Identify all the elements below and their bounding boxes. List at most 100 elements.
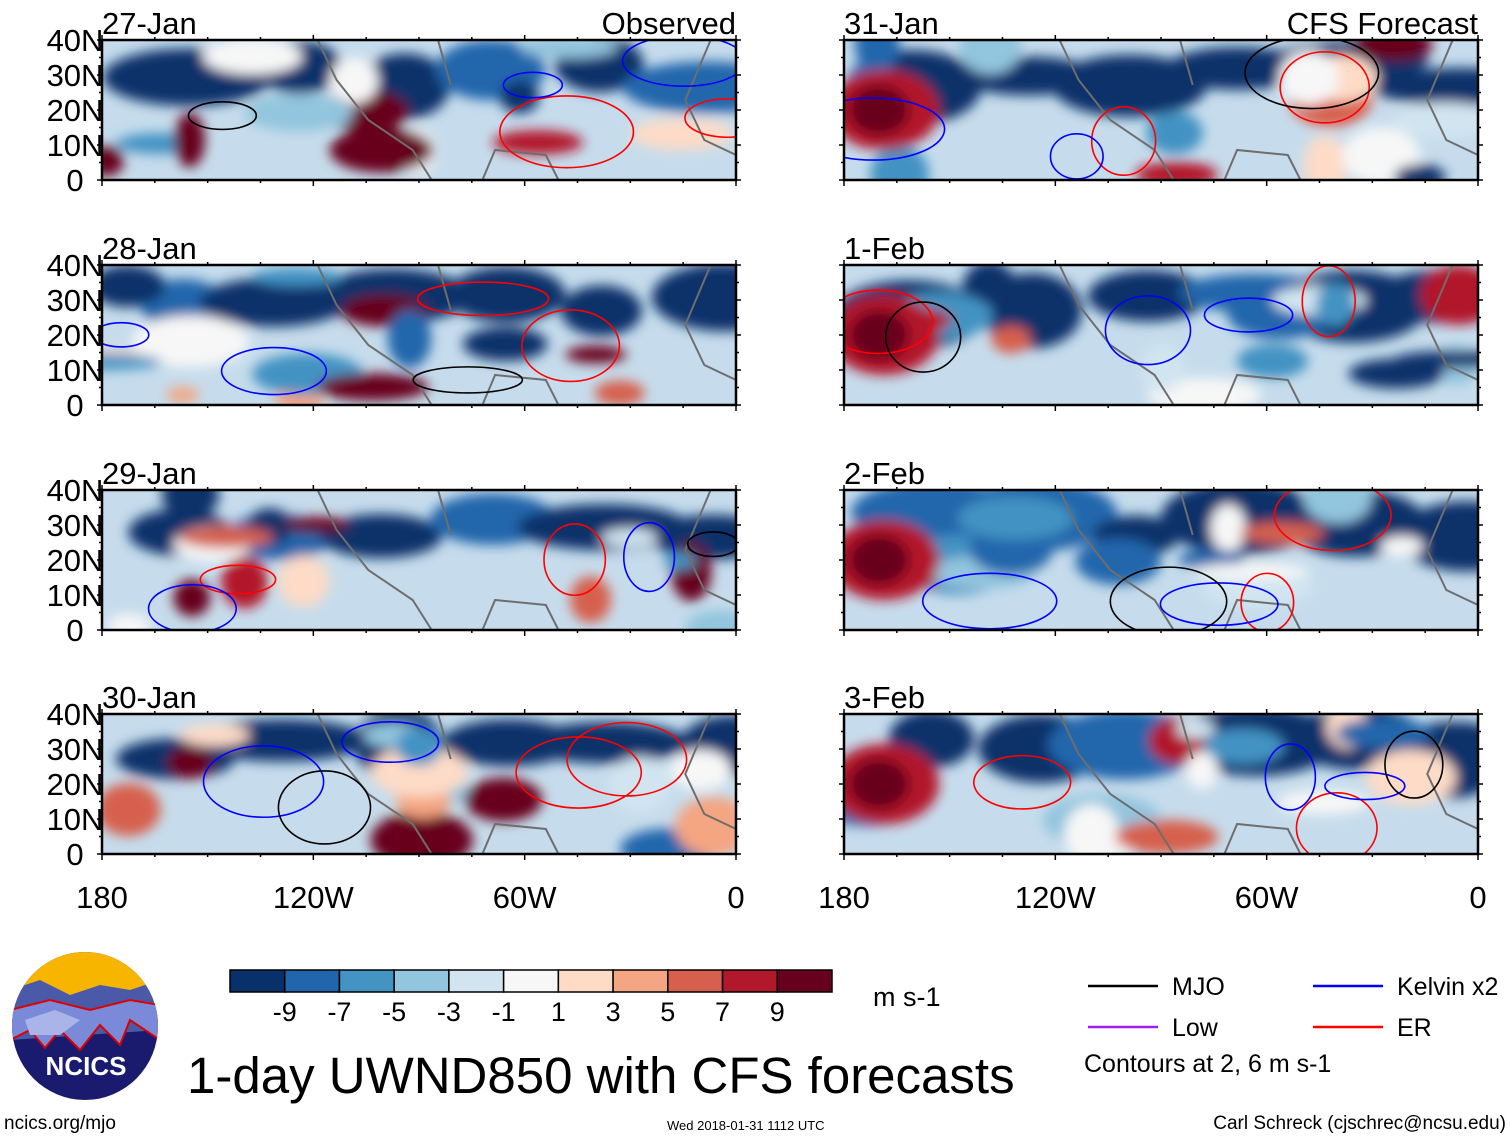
contour-line: [202, 744, 325, 819]
lon-tick-label: 180: [818, 880, 870, 915]
lat-tick-label: 40N: [47, 23, 104, 58]
wind-field: [844, 714, 1478, 854]
contour-line: [1109, 566, 1228, 630]
lon-tick-label: 120W: [1015, 880, 1097, 915]
colorbar-label: -9: [273, 997, 297, 1027]
contour-line: [521, 309, 621, 383]
contour-line: [1104, 295, 1192, 366]
colorbar-swatch: [393, 969, 450, 993]
contour-line: [972, 754, 1072, 810]
lat-tick-label: 30N: [47, 58, 104, 93]
contour-line: [220, 346, 328, 396]
lat-tick-label: 20N: [47, 767, 104, 802]
contour-line: [1240, 572, 1295, 630]
contour-line: [884, 301, 962, 373]
colorbar-swatch: [667, 969, 724, 993]
contour-line: [844, 97, 946, 161]
colorbar-label: 5: [660, 997, 675, 1027]
colorbar-label: 9: [770, 997, 785, 1027]
chart-title: 1-day UWND850 with CFS forecasts: [187, 1047, 1015, 1104]
wind-field: [102, 40, 736, 180]
colorbar-swatch: [721, 969, 779, 993]
map-panel-2-Feb: 2-Feb: [839, 456, 1483, 636]
contour-line: [499, 95, 635, 169]
lon-tick-label: 120W: [273, 880, 355, 915]
colorbar-units: m s-1: [873, 982, 941, 1012]
contour-line: [1295, 791, 1378, 854]
map-panel-3-Feb: 3-Feb 180 120W 60W 0: [818, 680, 1486, 915]
colorbar-swatch: [502, 969, 560, 993]
contour-line: [147, 583, 237, 630]
colorbar-label: 1: [551, 997, 566, 1027]
contour-line: [502, 71, 564, 99]
contour-line: [515, 736, 643, 809]
contour-line: [621, 40, 736, 88]
panel-source-label: Observed: [602, 6, 736, 41]
lat-tick-label: 30N: [47, 283, 104, 318]
colorbar-swatch: [338, 969, 395, 993]
lat-tick-label: 40N: [47, 248, 104, 283]
contour-line: [1273, 490, 1392, 552]
contour-line: [199, 564, 277, 595]
contour-line: [1244, 40, 1380, 110]
contour-line: [684, 98, 736, 139]
colorbar-swatch: [776, 969, 833, 993]
contour-line: [102, 321, 150, 348]
panel-date: 3-Feb: [844, 680, 925, 715]
wind-field: [102, 490, 736, 630]
panel-date: 30-Jan: [102, 680, 197, 715]
legend: MJO Kelvin x2 Low ER: [1088, 973, 1498, 1042]
lat-tick-label: 0: [66, 613, 83, 648]
contour-line: [1203, 297, 1294, 333]
svg-text:NCICS: NCICS: [46, 1051, 127, 1081]
lon-tick-label: 0: [1469, 880, 1486, 915]
contour-line: [1384, 730, 1444, 799]
legend-label: ER: [1397, 1014, 1432, 1042]
legend-note: Contours at 2, 6 m s-1: [1084, 1050, 1332, 1078]
contour-line: [1324, 771, 1406, 801]
wind-field: [102, 714, 736, 854]
lat-tick-label: 0: [66, 388, 83, 423]
panel-date: 31-Jan: [844, 6, 939, 41]
lat-tick-label: 40N: [47, 473, 104, 508]
contour-line: [844, 289, 934, 355]
panel-date: 27-Jan: [102, 6, 197, 41]
lat-tick-label: 10N: [47, 128, 104, 163]
colorbar-swatch: [557, 969, 614, 993]
footer-timestamp: Wed 2018-01-31 1112 UTC: [667, 1118, 825, 1133]
contour-line: [1159, 582, 1279, 627]
ncics-logo: NCICS: [12, 952, 158, 1100]
lat-tick-label: 20N: [47, 318, 104, 353]
colorbar-swatch: [448, 969, 505, 993]
lat-tick-label: 30N: [47, 508, 104, 543]
colorbar-label: -5: [382, 997, 406, 1027]
lat-tick-label: 0: [66, 837, 83, 872]
contour-line: [1279, 51, 1371, 124]
colorbar-swatch: [229, 969, 286, 993]
legend-label: MJO: [1172, 973, 1225, 1001]
panel-source-label: CFS Forecast: [1287, 6, 1479, 41]
lat-tick-label: 30N: [47, 732, 104, 767]
lat-tick-label: 20N: [47, 93, 104, 128]
legend-label: Kelvin x2: [1397, 973, 1498, 1001]
footer-author: Carl Schreck (cjschrec@ncsu.edu): [1213, 1113, 1506, 1134]
lat-tick-label: 10N: [47, 802, 104, 837]
colorbar-label: -7: [327, 997, 351, 1027]
lon-tick-label: 60W: [1235, 880, 1299, 915]
contour-line: [686, 531, 736, 558]
legend-label: Low: [1172, 1014, 1219, 1042]
contour-line: [416, 281, 550, 317]
footer-url: ncics.org/mjo: [4, 1113, 116, 1134]
colorbar-label: -1: [492, 997, 516, 1027]
lon-tick-label: 0: [727, 880, 744, 915]
lat-tick-label: 10N: [47, 578, 104, 613]
colorbar-label: -3: [437, 997, 461, 1027]
lat-tick-label: 20N: [47, 543, 104, 578]
panel-date: 29-Jan: [102, 456, 197, 491]
lat-tick-label: 0: [66, 163, 83, 198]
contour-line: [543, 523, 607, 597]
wind-field: [844, 490, 1478, 630]
